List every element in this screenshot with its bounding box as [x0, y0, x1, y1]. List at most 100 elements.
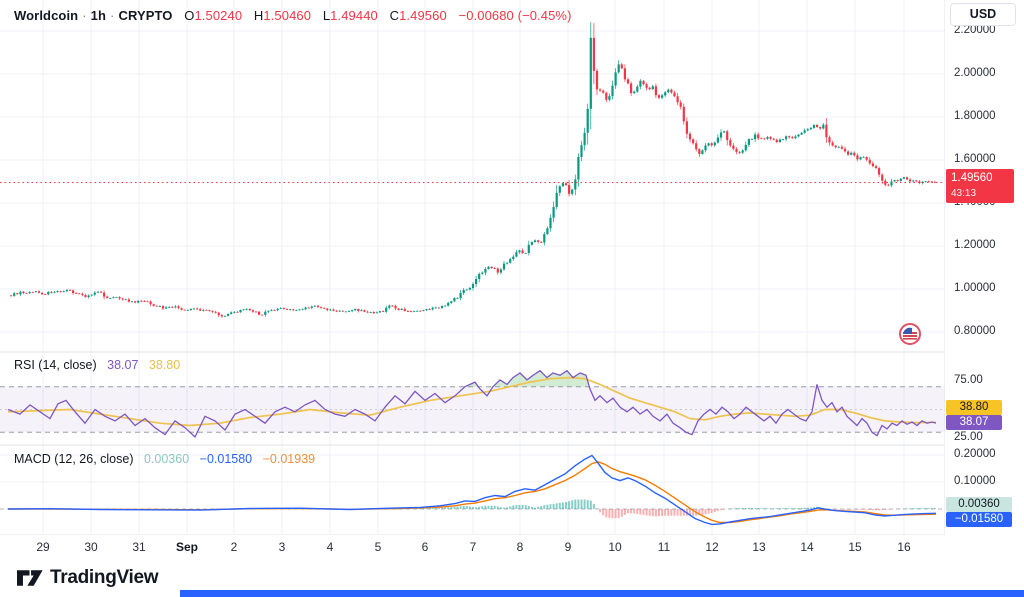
macd-histogram-bar — [670, 509, 673, 516]
candle-body — [360, 310, 363, 312]
candle-body — [682, 106, 685, 122]
candle-body — [236, 311, 239, 313]
candle-body — [933, 181, 936, 183]
price-tick-label: 1.00000 — [954, 282, 996, 294]
macd-histogram-bar — [481, 506, 484, 509]
candle-body — [112, 297, 115, 299]
macd-histogram-bar — [803, 507, 806, 509]
macd-histogram-bar — [574, 499, 577, 509]
tradingview-logo-link[interactable]: TradingView — [17, 567, 159, 589]
candle-body — [608, 96, 611, 100]
candle-body — [902, 177, 905, 179]
macd-histogram-bar — [627, 509, 629, 514]
candle-body — [592, 37, 595, 71]
macd-histogram-bar — [530, 506, 533, 509]
macd-histogram-bar — [552, 503, 555, 509]
candle-body — [351, 310, 354, 312]
candle-body — [599, 89, 602, 91]
macd-histogram-bar — [506, 507, 509, 509]
candle-body — [233, 311, 236, 313]
candle-body — [723, 131, 726, 133]
candle-body — [657, 95, 661, 98]
rsi-indicator-name[interactable]: RSI (14, close) — [14, 358, 97, 372]
candle-body — [261, 314, 264, 316]
candle-body — [146, 301, 149, 303]
candle-body — [465, 289, 468, 291]
close-label: C — [389, 8, 400, 23]
candle-body — [338, 310, 341, 312]
macd-histogram-bar — [462, 505, 465, 509]
time-tick-label: 31 — [132, 540, 146, 554]
candle-body — [521, 250, 524, 254]
last-price-tag: 1.49560 43:13 — [946, 169, 1014, 203]
chart-canvas[interactable] — [0, 0, 1024, 560]
candle-body — [444, 305, 447, 307]
candle-body — [239, 310, 242, 313]
currency-toggle-button[interactable]: USD — [950, 3, 1016, 26]
time-tick-label: 14 — [800, 540, 814, 554]
candle-body — [192, 308, 196, 310]
candle-body — [289, 309, 292, 311]
candle-body — [391, 305, 394, 307]
macd-histogram-bar — [713, 509, 716, 513]
candle-body — [121, 298, 124, 300]
candle-body — [16, 293, 19, 295]
candle-body — [378, 311, 382, 313]
candle-body — [19, 291, 22, 295]
macd-histogram-bar — [850, 509, 853, 510]
time-scale[interactable]: 29 30 31 Sep 2 3 4 5 6 7 8 9 10 11 12 13 14 15 16 — [0, 535, 1024, 560]
macd-histogram-bar — [806, 507, 809, 509]
macd-histogram-bar — [651, 509, 654, 517]
time-tick-label: 2 — [230, 540, 238, 554]
rsi-ma-tag: 38.80 — [946, 400, 1002, 415]
macd-histogram-bar — [565, 501, 567, 509]
candle-body — [704, 145, 707, 151]
macd-histogram-bar — [933, 508, 936, 509]
macd-histogram-bar — [881, 509, 884, 511]
candle-body — [304, 307, 307, 310]
macd-histogram-bar — [496, 506, 499, 509]
candle-body — [400, 308, 403, 310]
candle-body — [96, 291, 99, 293]
tradingview-logo-text: TradingView — [50, 567, 159, 588]
candle-body — [518, 250, 521, 253]
candle-body — [196, 308, 199, 310]
macd-histogram-bar — [611, 509, 614, 519]
candle-body — [834, 145, 837, 148]
macd-histogram-bar — [704, 509, 707, 515]
candle-body — [301, 309, 304, 311]
candle-body — [577, 156, 580, 180]
macd-histogram-bar — [568, 501, 571, 509]
price-scale[interactable]: 1.49560 43:13 38.80 38.07 0.00360 −0.015… — [945, 0, 1024, 535]
candle-body — [509, 259, 512, 263]
price-tick-label: 2.20000 — [954, 24, 996, 36]
macd-histogram-bar — [710, 509, 713, 514]
candle-body — [871, 163, 874, 167]
candle-body — [103, 292, 106, 297]
candle-body — [453, 298, 456, 302]
macd-histogram-bar — [468, 506, 471, 509]
macd-histogram-bar — [667, 509, 670, 516]
candle-body — [837, 146, 840, 148]
macd-histogram-bar — [642, 509, 645, 515]
us-flag-icon[interactable] — [899, 323, 921, 345]
candle-body — [59, 291, 62, 292]
candle-body — [642, 80, 645, 85]
macd-histogram-bar — [527, 505, 530, 509]
candle-body — [515, 252, 518, 257]
candle-body — [397, 308, 400, 310]
rsi-current-value: 38.07 — [107, 358, 139, 372]
candle-body — [168, 306, 171, 308]
candle-body — [403, 308, 406, 312]
interval: 1h — [90, 8, 107, 23]
symbol-name: Worldcoin — [14, 8, 79, 23]
candle-body — [158, 306, 161, 307]
candle-body — [791, 137, 794, 139]
candle-body — [524, 252, 527, 254]
candle-body — [571, 189, 574, 194]
candle-body — [754, 134, 757, 140]
macd-indicator-name[interactable]: MACD (12, 26, close) — [14, 452, 134, 466]
macd-tick-label: 0.20000 — [954, 448, 996, 460]
candle-body — [772, 138, 775, 140]
macd-histogram-bar — [654, 509, 657, 517]
